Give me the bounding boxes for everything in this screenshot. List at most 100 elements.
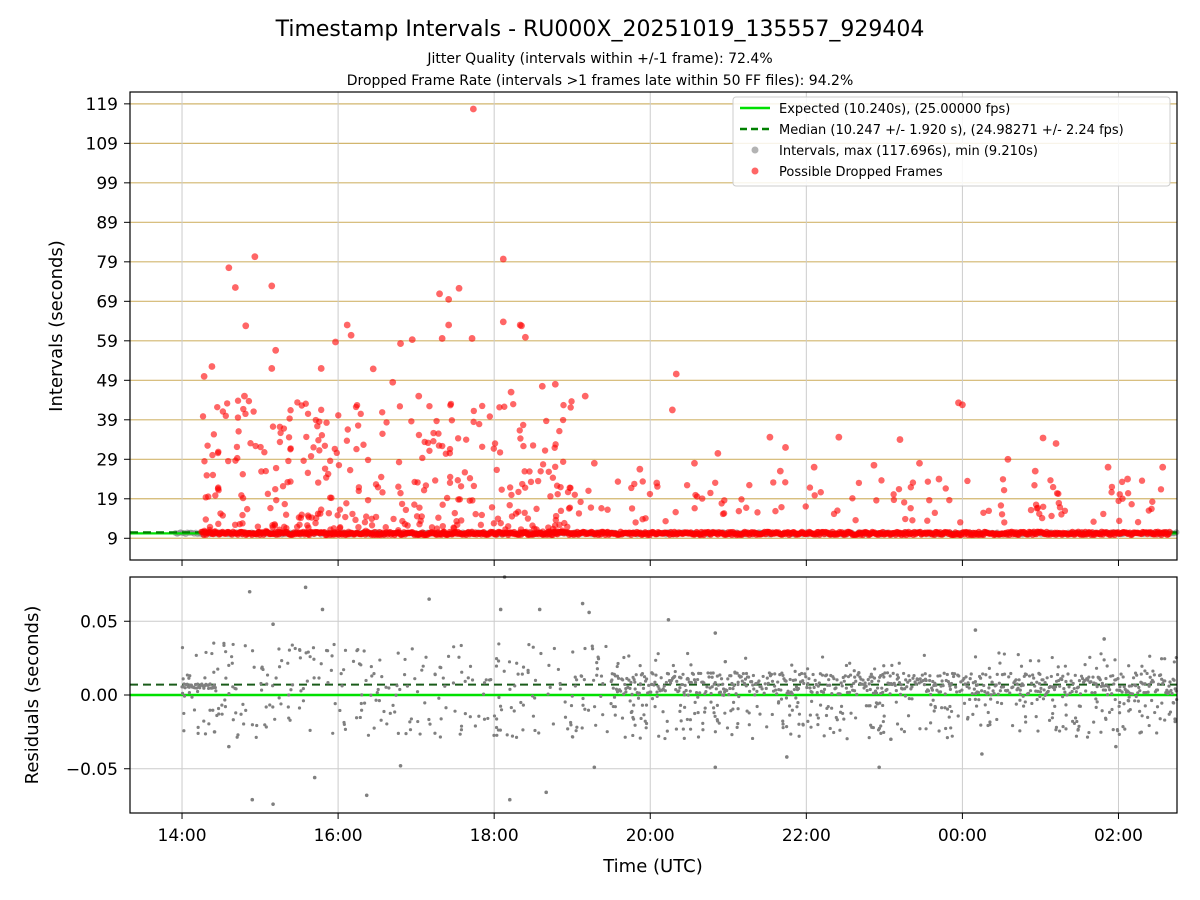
residual-point [444, 706, 448, 710]
residual-point [718, 690, 723, 694]
residual-point [903, 687, 907, 691]
dropped-frame-point [672, 370, 680, 378]
residual-point [632, 677, 636, 682]
residual-point [394, 693, 398, 697]
residual-point [369, 664, 373, 669]
residual-point [748, 689, 752, 693]
residual-point [595, 667, 600, 671]
residual-point [1047, 718, 1052, 723]
dropped-frame-point [1134, 518, 1142, 526]
dropped-frame-point [332, 338, 339, 346]
residual-point [497, 642, 501, 646]
residual-point [519, 700, 523, 705]
residual-point [875, 686, 880, 690]
dropped-frame-point [238, 528, 245, 536]
residual-point [196, 731, 200, 735]
residual-point [1172, 660, 1176, 664]
residual-point [575, 725, 579, 729]
residual-point [818, 703, 823, 707]
residual-point [1106, 685, 1111, 689]
residual-point [320, 607, 325, 612]
residual-point [1071, 681, 1075, 686]
dropped-frame-point [672, 508, 679, 516]
dropped-frame-point [598, 505, 605, 512]
residual-point [305, 679, 309, 683]
dropped-frame-point [312, 416, 320, 424]
residual-point [187, 691, 191, 695]
residual-point [385, 722, 389, 726]
residual-point [683, 705, 687, 709]
dropped-frame-point [538, 382, 546, 390]
residual-point [679, 719, 683, 723]
residual-point [805, 667, 810, 671]
residual-point [668, 681, 673, 685]
residual-point [929, 703, 933, 707]
residual-point [812, 685, 816, 690]
residual-point [582, 678, 586, 682]
residual-point [893, 683, 897, 688]
residual-point [713, 631, 718, 635]
residual-point [762, 691, 766, 695]
residual-point [862, 686, 866, 690]
residual-point [678, 686, 682, 690]
residual-point [989, 693, 993, 697]
residual-point [185, 682, 189, 686]
chart-title: Timestamp Intervals - RU000X_20251019_13… [275, 17, 925, 42]
residual-point [250, 797, 255, 802]
residual-point [1105, 664, 1109, 668]
residual-point [1045, 676, 1049, 680]
residual-point [706, 671, 710, 675]
residual-point [194, 653, 198, 657]
residual-point [1024, 720, 1028, 724]
dropped-frame-point [802, 503, 809, 510]
residual-point [217, 712, 221, 716]
residual-point [882, 730, 886, 734]
dropped-frame-point [383, 419, 390, 426]
residual-point [182, 729, 186, 733]
residual-point [1094, 705, 1098, 709]
residual-point [1172, 701, 1176, 705]
dropped-frame-point [1058, 511, 1065, 518]
dropped-frame-point [268, 365, 276, 372]
residual-point [755, 689, 759, 693]
residual-point [1148, 654, 1152, 658]
residual-point [688, 689, 692, 693]
dropped-frame-point [419, 454, 426, 462]
residual-point [573, 675, 577, 679]
dropped-frame-point [304, 469, 312, 477]
dropped-frame-point [325, 509, 333, 517]
residual-point [1131, 676, 1136, 680]
residual-point [287, 693, 291, 697]
residual-point [460, 670, 464, 674]
residual-point [1076, 685, 1081, 689]
residual-point [636, 696, 641, 700]
residual-point [948, 687, 953, 691]
residual-point [785, 755, 789, 759]
residual-point [424, 655, 428, 659]
residual-point [702, 681, 706, 685]
residual-point [438, 735, 442, 739]
residual-point [1156, 682, 1161, 686]
residual-point [650, 697, 655, 701]
dropped-frame-point [1031, 467, 1039, 475]
dropped-frame-point [537, 468, 544, 475]
dropped-frame-point [835, 433, 843, 441]
residual-point [689, 680, 693, 685]
residual-point [1002, 652, 1006, 656]
residual-point [816, 722, 820, 727]
residual-point [984, 673, 988, 677]
residual-point [709, 700, 713, 704]
y-tick-label: 59 [96, 332, 118, 352]
residual-point [744, 671, 749, 676]
residual-point [587, 610, 591, 615]
residual-point [686, 651, 690, 656]
residual-point [308, 728, 312, 732]
residual-point [967, 686, 971, 690]
residual-point [1057, 678, 1061, 683]
dropped-frame-point [355, 484, 363, 491]
dropped-frame-point [208, 363, 216, 370]
residual-point [301, 687, 305, 691]
dropped-frame-point [1056, 504, 1064, 511]
residual-point [359, 701, 363, 706]
residual-point [1067, 685, 1071, 689]
